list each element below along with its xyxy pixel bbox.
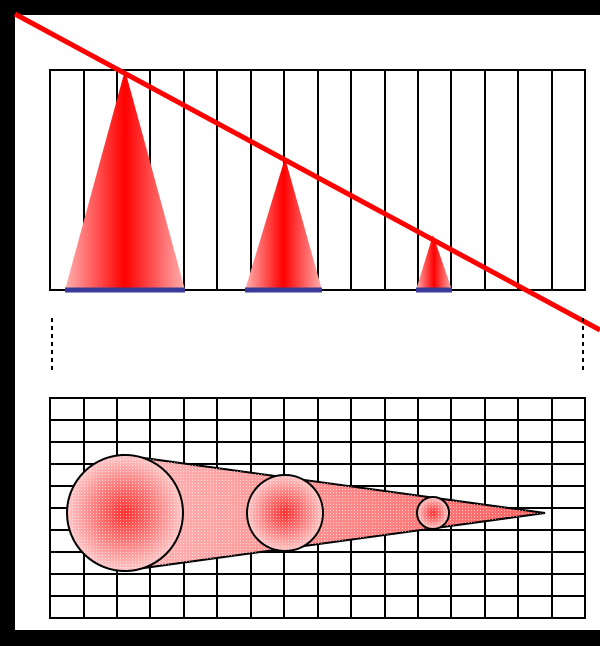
diagram	[0, 0, 600, 646]
